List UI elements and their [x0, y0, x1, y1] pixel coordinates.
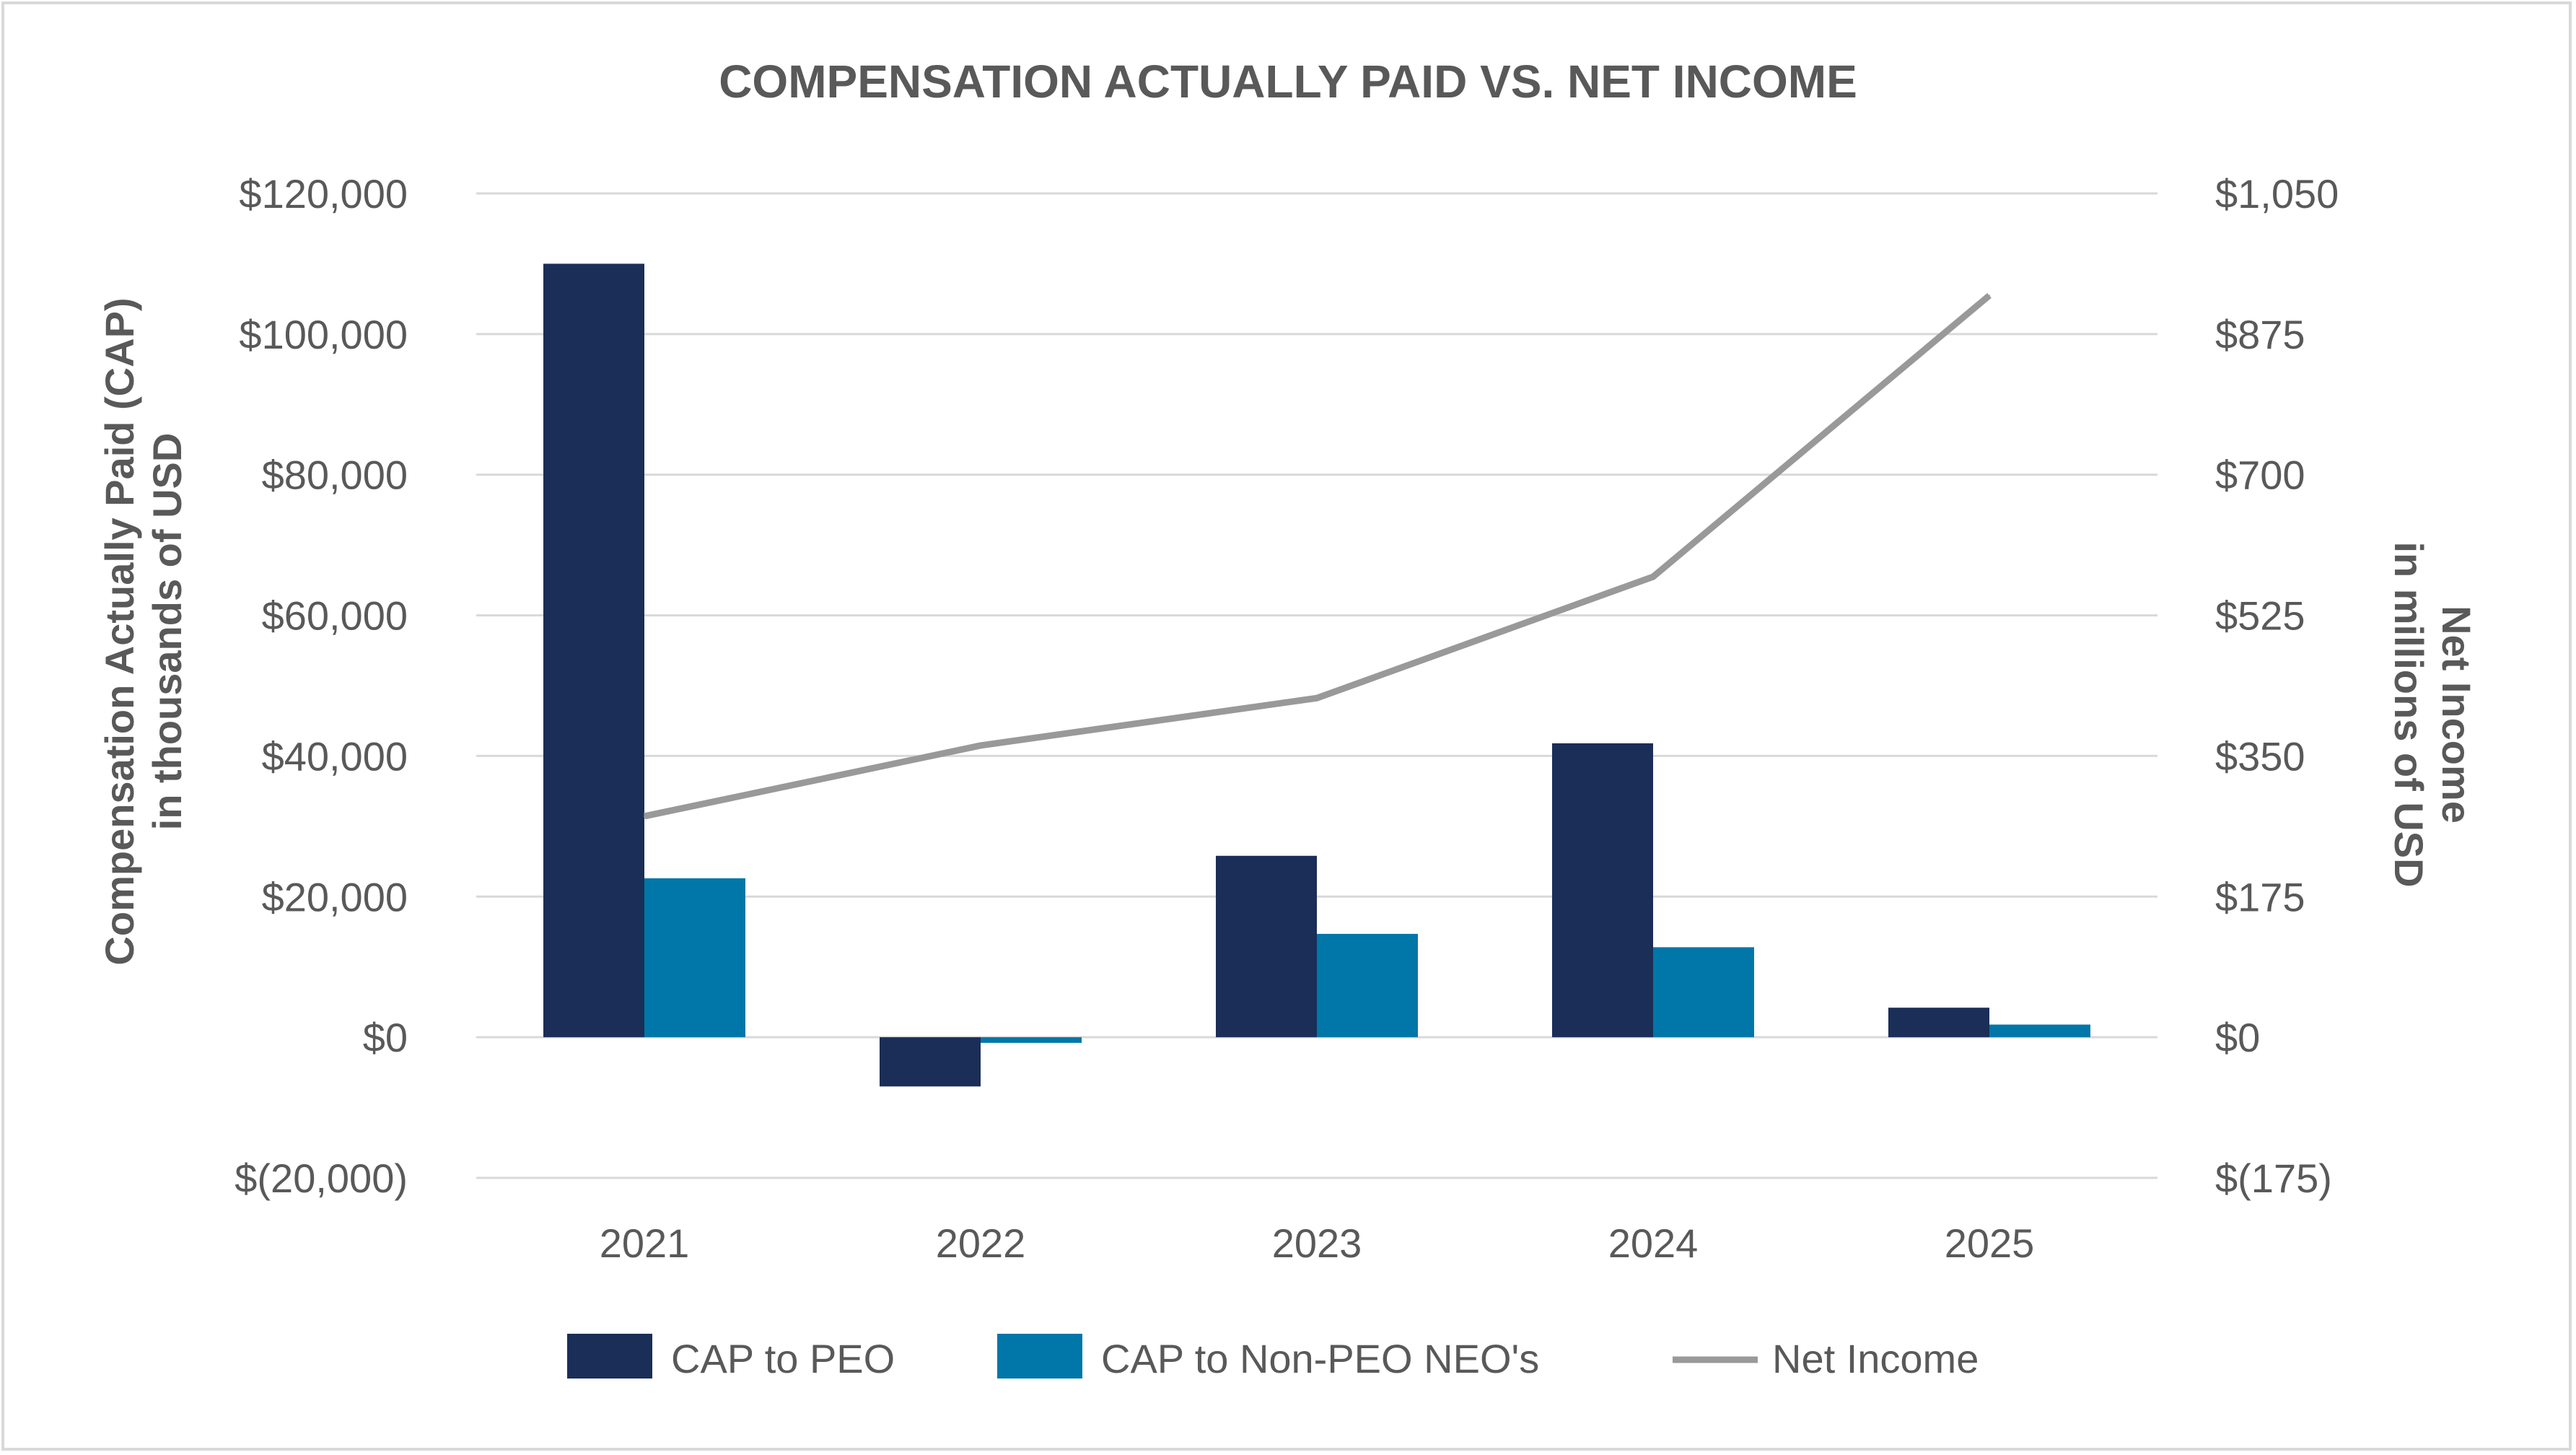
bar-cap-non-peo-2023	[1317, 933, 1418, 1038]
x-tick-label: 2021	[600, 1220, 690, 1266]
y-tick-label: $60,000	[262, 593, 408, 639]
y-tick-label: $40,000	[262, 733, 408, 779]
right-axis-title-line1: Net Income	[2434, 606, 2479, 823]
y-tick-label: $80,000	[262, 453, 408, 498]
left-axis-title-line2: in thousands of USD	[144, 433, 190, 831]
bar-cap-peo-2025	[1888, 1008, 1989, 1038]
legend-label-cap-peo: CAP to PEO	[671, 1336, 895, 1381]
left-axis-title: Compensation Actually Paid (CAP) in thou…	[97, 297, 190, 965]
right-axis-title-line2: in millions of USD	[2386, 541, 2432, 887]
bar-cap-non-peo-2025	[1989, 1024, 2090, 1038]
left-axis-title-line1: Compensation Actually Paid (CAP)	[97, 297, 142, 965]
y2-tick-label: $0	[2215, 1015, 2260, 1060]
x-axis-ticks: 2021 2022 2023 2024 2025	[600, 1220, 2035, 1266]
legend-swatch-cap-non-peo	[997, 1334, 1082, 1378]
right-axis-ticks: $1,050 $875 $700 $525 $350 $175 $0 $(175)	[2215, 171, 2339, 1201]
y2-tick-label: $525	[2215, 593, 2305, 639]
net-income-point-2023	[1316, 697, 1318, 699]
net-income-point-2025	[1989, 294, 1990, 297]
left-axis-ticks: $120,000 $100,000 $80,000 $60,000 $40,000 $20…	[235, 171, 408, 1201]
bar-cap-non-peo-2024	[1653, 947, 1754, 1038]
y2-tick-label: $1,050	[2215, 171, 2339, 217]
x-tick-label: 2023	[1272, 1220, 1362, 1266]
bar-cap-peo-2021	[543, 263, 644, 1038]
bar-cap-peo-2024	[1552, 743, 1653, 1038]
x-tick-label: 2025	[1945, 1220, 2035, 1266]
bars	[543, 263, 2090, 1087]
y-tick-label: $(20,000)	[235, 1155, 408, 1201]
legend-label-net-income: Net Income	[1772, 1336, 1979, 1381]
y2-tick-label: $(175)	[2215, 1155, 2332, 1201]
net-income-line-group	[644, 292, 1992, 820]
net-income-point-2024	[1652, 576, 1654, 578]
bar-cap-non-peo-2021	[644, 878, 745, 1038]
legend-swatch-cap-peo	[567, 1334, 652, 1378]
y2-tick-label: $350	[2215, 733, 2305, 779]
legend-label-cap-non-peo: CAP to Non-PEO NEO's	[1101, 1336, 1539, 1381]
bar-cap-peo-2023	[1216, 855, 1317, 1038]
bar-cap-peo-2022	[880, 1037, 981, 1087]
chart-title: COMPENSATION ACTUALLY PAID VS. NET INCOM…	[719, 56, 1857, 108]
y2-tick-label: $700	[2215, 453, 2305, 498]
y2-tick-label: $875	[2215, 312, 2305, 357]
y-tick-label: $100,000	[239, 312, 408, 357]
net-income-point-2022	[980, 744, 981, 746]
bar-cap-non-peo-2022	[981, 1037, 1082, 1043]
y-tick-label: $0	[363, 1015, 408, 1060]
right-axis-title: Net Income in millions of USD	[2386, 541, 2479, 887]
y-tick-label: $20,000	[262, 874, 408, 919]
net-income-point-2021	[644, 815, 645, 817]
x-tick-label: 2024	[1608, 1220, 1699, 1266]
legend: CAP to PEO CAP to Non-PEO NEO's Net Inco…	[567, 1334, 1979, 1381]
y-tick-label: $120,000	[239, 171, 408, 217]
y2-tick-label: $175	[2215, 874, 2305, 919]
x-tick-label: 2022	[936, 1220, 1026, 1266]
net-income-line	[644, 292, 1992, 820]
